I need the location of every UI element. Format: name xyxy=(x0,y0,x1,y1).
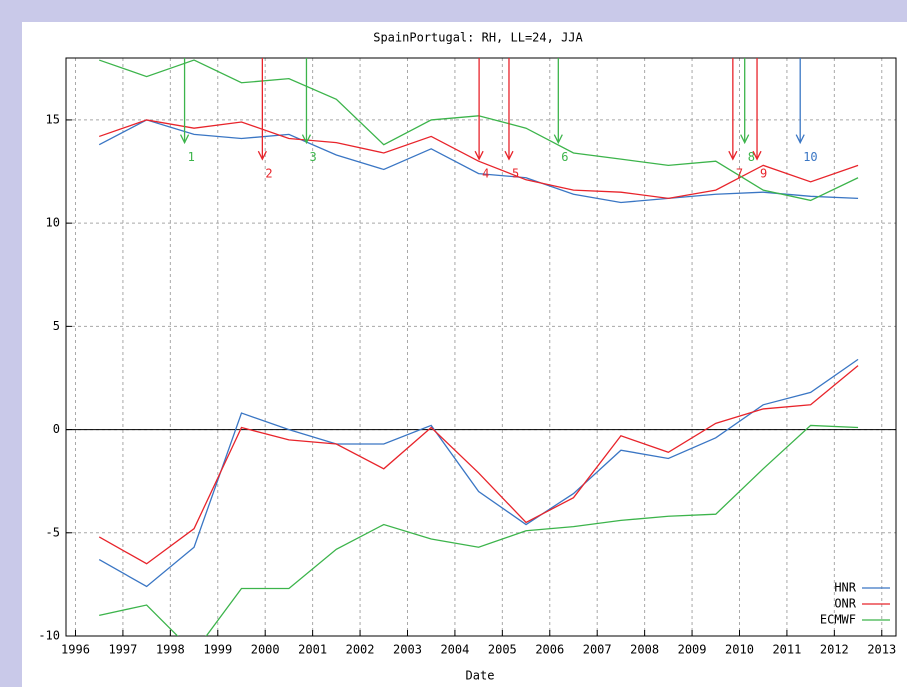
annotation-label: 6 xyxy=(561,150,568,164)
arrow-head xyxy=(301,134,312,145)
x-tick-label: 2012 xyxy=(820,643,849,657)
y-tick-label: -10 xyxy=(38,629,60,643)
x-tick-label: 1997 xyxy=(108,643,137,657)
annotation-label: 1 xyxy=(188,150,195,164)
x-tick-label: 2011 xyxy=(772,643,801,657)
legend-label: ONR xyxy=(834,597,856,611)
annotation-label: 8 xyxy=(748,150,755,164)
x-tick-label: 1998 xyxy=(156,643,185,657)
plot-frame xyxy=(65,57,897,637)
arrow-head xyxy=(257,150,267,161)
arrow-head xyxy=(553,134,563,145)
chart-title: SpainPortugal: RH, LL=24, JJA xyxy=(373,31,583,45)
annotation-label: 3 xyxy=(309,150,316,164)
x-axis-label: Date xyxy=(466,669,495,683)
arrow-head xyxy=(740,134,750,145)
legend-label: HNR xyxy=(834,581,856,595)
y-tick-label: 5 xyxy=(53,319,60,333)
y-tick-label: 0 xyxy=(53,422,60,436)
series-line xyxy=(98,365,859,565)
series-line xyxy=(98,119,859,204)
y-tick-label: 10 xyxy=(46,216,60,230)
x-tick-label: 2008 xyxy=(630,643,659,657)
annotation-label: 10 xyxy=(803,150,817,164)
x-tick-label: 2006 xyxy=(535,643,564,657)
arrow-head xyxy=(752,150,762,161)
x-tick-label: 2007 xyxy=(583,643,612,657)
annotation-label: 2 xyxy=(265,167,272,181)
series-line xyxy=(98,119,859,200)
x-tick-label: 1996 xyxy=(61,643,90,657)
x-tick-label: 2003 xyxy=(393,643,422,657)
plot-area xyxy=(98,59,859,636)
x-tick-label: 2009 xyxy=(678,643,707,657)
annotation-label: 9 xyxy=(760,167,767,181)
x-tick-label: 2013 xyxy=(867,643,896,657)
arrow-head xyxy=(795,134,805,145)
y-tick-label: 15 xyxy=(46,112,60,126)
x-tick-label: 2004 xyxy=(440,643,469,657)
annotation-label: 5 xyxy=(512,167,519,181)
x-tick-label: 2010 xyxy=(725,643,754,657)
series-line xyxy=(98,358,859,588)
arrow-head xyxy=(179,134,190,145)
annotation-label: 4 xyxy=(482,167,489,181)
arrow-head xyxy=(728,150,738,161)
series-line xyxy=(99,424,859,636)
y-tick-label: -5 xyxy=(46,525,60,539)
x-tick-label: 2001 xyxy=(298,643,327,657)
legend-label: ECMWF xyxy=(820,613,856,627)
x-tick-label: 1999 xyxy=(203,643,232,657)
x-tick-label: 2002 xyxy=(346,643,375,657)
x-tick-label: 2005 xyxy=(488,643,517,657)
annotation-label: 7 xyxy=(736,167,743,181)
chart-panel xyxy=(22,22,907,687)
arrow-head xyxy=(474,150,484,161)
arrow-head xyxy=(504,150,514,161)
x-tick-label: 2000 xyxy=(251,643,280,657)
